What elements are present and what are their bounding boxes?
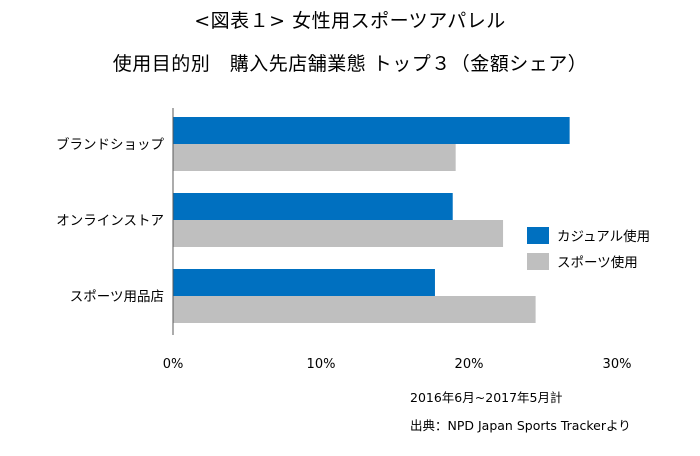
x-tick-label-2: 20% xyxy=(455,357,484,372)
bar-casual-2 xyxy=(173,269,435,296)
category-label-0: ブランドショップ xyxy=(56,136,164,153)
source-note: 出典：NPD Japan Sports Trackerより xyxy=(410,418,631,433)
bar-sports-1 xyxy=(173,220,504,247)
x-tick-label-0: 0% xyxy=(163,357,184,372)
chart-title: <図表１> 女性用スポーツアパレル xyxy=(194,10,506,32)
x-tick-labels: 0% 10% 20% 30% xyxy=(163,357,632,372)
x-tick-label-3: 30% xyxy=(603,357,632,372)
legend-label-0: カジュアル使用 xyxy=(557,228,650,245)
x-tick-label-1: 10% xyxy=(307,357,336,372)
bars-group xyxy=(173,117,570,323)
bar-casual-0 xyxy=(173,117,570,144)
bar-sports-2 xyxy=(173,296,536,323)
category-label-2: スポーツ用品店 xyxy=(70,289,164,305)
legend-label-1: スポーツ使用 xyxy=(557,254,638,271)
legend-swatch-1 xyxy=(527,253,549,270)
legend-swatch-0 xyxy=(527,227,549,244)
chart-subtitle: 使用目的別 購入先店舗業態 トップ３（金額シェア） xyxy=(112,53,588,75)
bar-sports-0 xyxy=(173,144,456,171)
bar-casual-1 xyxy=(173,193,453,220)
period-note: 2016年6月~2017年5月計 xyxy=(410,390,563,405)
category-label-1: オンラインストア xyxy=(56,213,164,229)
